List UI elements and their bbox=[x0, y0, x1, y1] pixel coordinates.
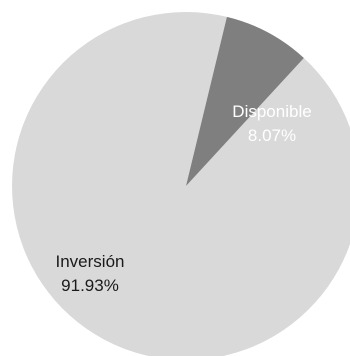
slice-category-label: Inversión bbox=[56, 252, 125, 271]
slice-percent-label: 91.93% bbox=[61, 276, 119, 295]
pie-slice-disponible bbox=[186, 16, 304, 186]
pie-slice-inversion bbox=[12, 12, 350, 356]
labels-layer: Inversión 91.93% Disponible 8.07% bbox=[56, 102, 312, 295]
slice-label-disponible: Disponible 8.07% bbox=[232, 102, 311, 145]
slices-layer bbox=[12, 12, 350, 356]
slice-percent-label: 8.07% bbox=[248, 126, 296, 145]
slice-label-inversion: Inversión 91.93% bbox=[56, 252, 125, 295]
slice-category-label: Disponible bbox=[232, 102, 311, 121]
